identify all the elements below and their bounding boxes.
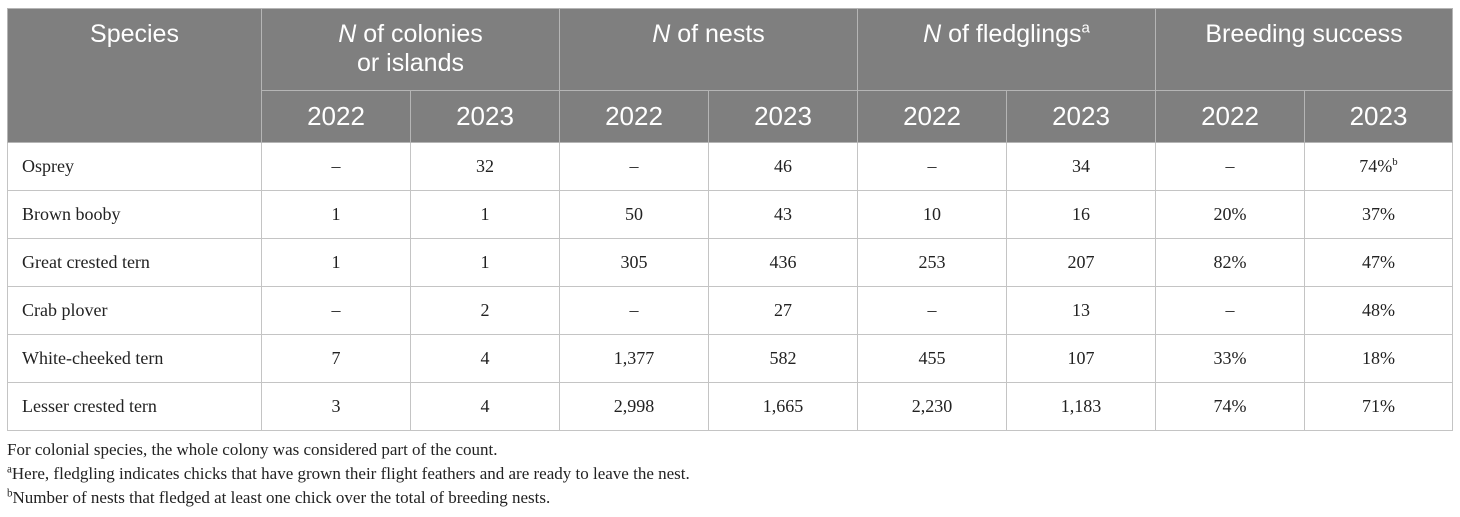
success-2023-cell: 37% <box>1303 190 1454 239</box>
colonies-2023-cell: 1 <box>410 238 560 287</box>
nests-2022-cell: – <box>559 286 709 335</box>
header-colonies: N of colonies or islands <box>261 8 560 91</box>
header-year: 2022 <box>261 90 411 143</box>
success-2023-cell: 48% <box>1303 286 1454 335</box>
fledglings-2022-cell: – <box>857 142 1007 191</box>
species-cell: White-cheeked tern <box>7 334 262 383</box>
breeding-data-table: Species N of colonies or islands N of nes… <box>7 8 1454 431</box>
nests-2023-cell: 43 <box>708 190 858 239</box>
table-row: Lesser crested tern 3 4 2,998 1,665 2,230 1,18… <box>7 382 1454 431</box>
header-year: 2023 <box>1006 90 1156 143</box>
colonies-2022-cell: 1 <box>261 190 411 239</box>
success-2022-cell: 33% <box>1155 334 1305 383</box>
footnote-b-text: Number of nests that fledged at least on… <box>12 488 551 507</box>
table-row: Osprey –32–46–34–74%b <box>7 142 1454 191</box>
colonies-2022-cell: – <box>261 286 411 335</box>
nests-2023-cell: 46 <box>708 142 858 191</box>
fledglings-2022-cell: 2,230 <box>857 382 1007 431</box>
footnote-b: bNumber of nests that fledged at least o… <box>7 486 690 510</box>
colonies-2022-cell: – <box>261 142 411 191</box>
footnote-a: aHere, fledgling indicates chicks that h… <box>7 462 690 486</box>
fledglings-2023-cell: 13 <box>1006 286 1156 335</box>
success-2022-cell: – <box>1155 286 1305 335</box>
header-breeding-success: Breeding success <box>1154 8 1454 91</box>
table-row: Brown booby 1 1 50 43 10 16 20% 37% <box>7 190 1454 239</box>
header-row-groups: Species N of colonies or islands N of nes… <box>7 8 1454 143</box>
colonies-2023-cell: 32 <box>410 142 560 191</box>
header-year: 2022 <box>1155 90 1305 143</box>
nests-2022-cell: 305 <box>559 238 709 287</box>
fledglings-2022-cell: 10 <box>857 190 1007 239</box>
colonies-2023-cell: 4 <box>410 382 560 431</box>
footnote-mark-a: a <box>1081 19 1090 37</box>
species-cell: Brown booby <box>7 190 262 239</box>
footnote-b-mark: b <box>7 487 13 500</box>
table-row: White-cheeked tern 7 4 1,377 582 455 107 33% 18% <box>7 334 1454 383</box>
footnote-a-mark: a <box>7 463 12 476</box>
colonies-2022-cell: 7 <box>261 334 411 383</box>
nests-2023-cell: 582 <box>708 334 858 383</box>
header-year: 2022 <box>857 90 1007 143</box>
table-row: Great crested tern 1 1 305 436 253 207 82% 47% <box>7 238 1454 287</box>
table-body: Osprey –32–46–34–74%b Brown booby 1 1 50 43 10 1… <box>7 142 1454 431</box>
table-footnotes: For colonial species, the whole colony w… <box>7 438 690 510</box>
success-2023-cell: 71% <box>1303 382 1454 431</box>
table-row: Crab plover –2–27–13–48% <box>7 286 1454 335</box>
header-nests: N of nests <box>559 8 858 91</box>
nests-2022-cell: – <box>559 142 709 191</box>
species-cell: Crab plover <box>7 286 262 335</box>
nests-2023-cell: 27 <box>708 286 858 335</box>
success-2022-cell: 74% <box>1155 382 1305 431</box>
header-year: 2022 <box>559 90 709 143</box>
colonies-2022-cell: 3 <box>261 382 411 431</box>
header-fledglings: N of fledglingsa <box>857 8 1156 91</box>
success-2023-cell: 18% <box>1303 334 1454 383</box>
nests-2022-cell: 2,998 <box>559 382 709 431</box>
colonies-2023-cell: 2 <box>410 286 560 335</box>
fledglings-2023-cell: 34 <box>1006 142 1156 191</box>
footnote-a-text: Here, fledgling indicates chicks that ha… <box>11 464 690 483</box>
footnote-mark-b: b <box>1392 156 1398 168</box>
species-cell: Osprey <box>7 142 262 191</box>
success-2023-cell: 74%b <box>1303 142 1454 191</box>
success-2022-cell: 82% <box>1155 238 1305 287</box>
colonies-2022-cell: 1 <box>261 238 411 287</box>
fledglings-2023-cell: 1,183 <box>1006 382 1156 431</box>
nests-2023-cell: 436 <box>708 238 858 287</box>
fledglings-2022-cell: 253 <box>857 238 1007 287</box>
footnote-general: For colonial species, the whole colony w… <box>7 440 498 459</box>
fledglings-2023-cell: 107 <box>1006 334 1156 383</box>
fledglings-2023-cell: 16 <box>1006 190 1156 239</box>
colonies-2023-cell: 1 <box>410 190 560 239</box>
species-cell: Great crested tern <box>7 238 262 287</box>
nests-2022-cell: 50 <box>559 190 709 239</box>
success-2022-cell: 20% <box>1155 190 1305 239</box>
colonies-2023-cell: 4 <box>410 334 560 383</box>
header-year: 2023 <box>410 90 560 143</box>
header-year: 2023 <box>708 90 858 143</box>
fledglings-2022-cell: – <box>857 286 1007 335</box>
nests-2022-cell: 1,377 <box>559 334 709 383</box>
header-year: 2023 <box>1303 90 1454 143</box>
fledglings-2022-cell: 455 <box>857 334 1007 383</box>
success-2023-cell: 47% <box>1303 238 1454 287</box>
fledglings-2023-cell: 207 <box>1006 238 1156 287</box>
nests-2023-cell: 1,665 <box>708 382 858 431</box>
header-species: Species <box>7 8 262 143</box>
species-cell: Lesser crested tern <box>7 382 262 431</box>
header-row-years: 2022 2023 2022 2023 2022 2023 2022 2023 <box>8 90 1454 143</box>
success-2022-cell: – <box>1155 142 1305 191</box>
